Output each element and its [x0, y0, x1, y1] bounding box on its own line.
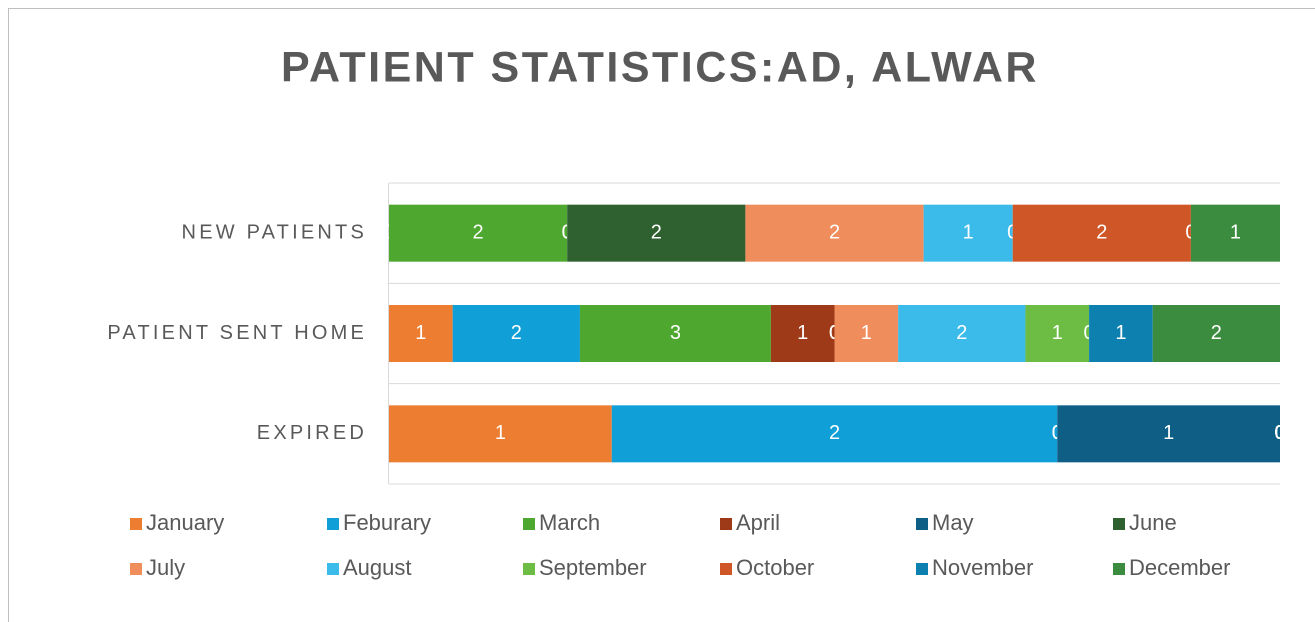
- data-label: 1: [797, 322, 808, 344]
- bar-segment: [770, 305, 835, 362]
- legend-swatch: [327, 563, 339, 575]
- bar-segment: [567, 204, 746, 262]
- data-label: 1: [1052, 322, 1063, 344]
- legend-swatch: [523, 518, 535, 530]
- legend-label: July: [146, 555, 185, 580]
- legend-swatch: [1113, 518, 1125, 530]
- legend-label: April: [736, 510, 780, 535]
- bar-segment: [389, 305, 453, 362]
- data-label: 0: [1274, 422, 1285, 444]
- legend-label: November: [932, 555, 1033, 580]
- data-label: 1: [415, 322, 426, 344]
- legend-label: January: [146, 510, 224, 535]
- data-label: 1: [861, 322, 872, 344]
- legend-label: October: [736, 555, 814, 580]
- data-label: 3: [670, 322, 681, 344]
- data-label: 1: [1163, 422, 1174, 444]
- data-label: 0: [1274, 422, 1285, 444]
- data-label: 1: [1115, 322, 1126, 344]
- data-label: 2: [829, 422, 840, 444]
- data-label: 1: [1230, 221, 1241, 243]
- legend-swatch: [916, 563, 928, 575]
- legend-label: March: [539, 510, 600, 535]
- bar-segment: [1057, 405, 1280, 463]
- data-label: 0: [1274, 422, 1285, 444]
- data-label: 0: [1274, 422, 1285, 444]
- bar-segment: [834, 305, 899, 362]
- legend-swatch: [720, 518, 732, 530]
- data-label: 0: [1274, 422, 1285, 444]
- bar-segment: [389, 204, 568, 262]
- legend-swatch: [523, 563, 535, 575]
- bar-segment: [1190, 204, 1280, 262]
- category-label: NEW PATIENTS: [182, 221, 367, 243]
- category-label: EXPIRED: [257, 422, 367, 444]
- legend-swatch: [130, 518, 142, 530]
- data-label: 1: [495, 422, 506, 444]
- legend-swatch: [1113, 563, 1125, 575]
- category-label: PATIENT SENT HOME: [107, 322, 367, 344]
- data-label: 2: [1096, 221, 1107, 243]
- data-label: 2: [473, 221, 484, 243]
- legend-swatch: [916, 518, 928, 530]
- legend-label: December: [1129, 555, 1230, 580]
- chart-border: [8, 8, 1315, 622]
- data-label: 0: [1274, 422, 1285, 444]
- legend-swatch: [130, 563, 142, 575]
- data-label: 2: [651, 221, 662, 243]
- bar-segment: [1012, 204, 1191, 262]
- legend-label: September: [539, 555, 647, 580]
- legend-label: May: [932, 510, 974, 535]
- bar-segment: [452, 305, 580, 362]
- bar-segment: [898, 305, 1026, 362]
- chart-title: PATIENT STATISTICS:AD, ALWAR: [281, 43, 1039, 91]
- legend-label: June: [1129, 510, 1177, 535]
- data-label: 2: [511, 322, 522, 344]
- bar-segment: [1025, 305, 1090, 362]
- bar-segment: [579, 305, 771, 362]
- bar-segment: [1152, 305, 1280, 362]
- data-label: 2: [829, 221, 840, 243]
- data-label: 2: [1211, 322, 1222, 344]
- bar-segment: [1089, 305, 1153, 362]
- legend-swatch: [720, 563, 732, 575]
- legend-label: Feburary: [343, 510, 431, 535]
- bar-segment: [923, 204, 1013, 262]
- bar-segment: [611, 405, 1058, 463]
- legend-swatch: [327, 518, 339, 530]
- data-label: 0: [1274, 422, 1285, 444]
- bar-segment: [389, 405, 612, 463]
- data-label: 2: [956, 322, 967, 344]
- bar-segment: [745, 204, 924, 262]
- data-label: 1: [963, 221, 974, 243]
- legend-label: August: [343, 555, 412, 580]
